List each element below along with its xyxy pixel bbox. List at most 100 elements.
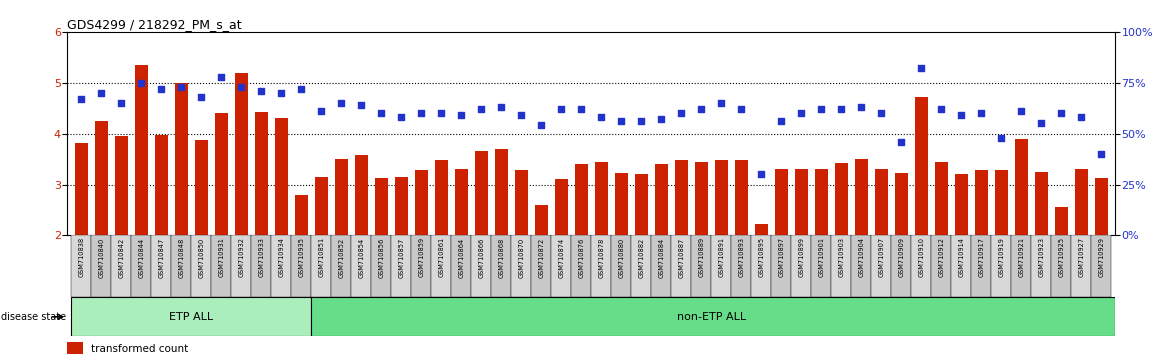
Bar <box>794 169 807 235</box>
Bar <box>191 235 211 297</box>
Bar <box>494 149 507 235</box>
Bar <box>375 178 388 235</box>
Bar <box>711 235 731 297</box>
Text: GSM710895: GSM710895 <box>758 237 764 278</box>
Bar <box>91 235 111 297</box>
Bar <box>591 235 611 297</box>
Bar <box>615 173 628 235</box>
Text: GSM710901: GSM710901 <box>819 237 824 277</box>
Bar <box>651 235 672 297</box>
Bar <box>152 235 171 297</box>
Point <box>992 135 1011 141</box>
Point <box>312 108 330 114</box>
Text: GSM710897: GSM710897 <box>778 237 784 278</box>
Bar <box>471 235 491 297</box>
Text: GSM710848: GSM710848 <box>178 237 184 278</box>
Bar <box>71 297 312 336</box>
Text: GSM710882: GSM710882 <box>638 237 644 278</box>
Text: non-ETP ALL: non-ETP ALL <box>676 312 746 322</box>
Text: GSM710907: GSM710907 <box>878 237 885 278</box>
Point <box>772 119 791 124</box>
Bar <box>551 235 571 297</box>
Bar <box>731 235 752 297</box>
Text: GSM710934: GSM710934 <box>278 237 284 277</box>
Point <box>691 106 710 112</box>
Point <box>432 110 450 116</box>
Bar <box>1031 235 1051 297</box>
Point <box>72 96 90 102</box>
Text: GSM710933: GSM710933 <box>258 237 264 277</box>
Point <box>91 90 110 96</box>
Bar <box>95 121 108 235</box>
Text: GSM710910: GSM710910 <box>918 237 924 277</box>
Point <box>171 84 190 90</box>
Text: GDS4299 / 218292_PM_s_at: GDS4299 / 218292_PM_s_at <box>67 18 242 31</box>
Bar <box>1091 235 1112 297</box>
Bar <box>935 162 947 235</box>
Point <box>452 113 470 118</box>
Point <box>952 113 970 118</box>
Point <box>1092 151 1111 157</box>
Point <box>1012 108 1031 114</box>
Point <box>272 90 291 96</box>
Bar <box>911 235 931 297</box>
Point <box>192 94 211 100</box>
Bar <box>351 235 372 297</box>
Text: GSM710872: GSM710872 <box>538 237 544 278</box>
Bar <box>514 170 528 235</box>
Bar <box>155 135 168 235</box>
Bar <box>452 235 471 297</box>
Bar <box>571 235 591 297</box>
Bar <box>434 160 448 235</box>
Point <box>472 106 491 112</box>
Bar <box>631 235 651 297</box>
Point <box>212 74 230 80</box>
Bar <box>455 169 468 235</box>
Point <box>252 88 271 94</box>
Text: GSM710866: GSM710866 <box>478 237 484 278</box>
Bar <box>1055 207 1068 235</box>
Bar <box>755 224 768 235</box>
Point <box>831 106 850 112</box>
Point <box>632 119 651 124</box>
Bar <box>431 235 452 297</box>
Point <box>572 106 591 112</box>
Text: GSM710840: GSM710840 <box>98 237 104 278</box>
Bar <box>954 175 968 235</box>
Bar <box>1014 139 1027 235</box>
Bar <box>74 143 88 235</box>
Point <box>652 116 670 122</box>
Point <box>372 110 390 116</box>
Bar <box>995 170 1007 235</box>
Bar <box>555 179 567 235</box>
Bar <box>134 65 148 235</box>
Bar <box>595 162 608 235</box>
Bar <box>131 235 152 297</box>
Text: GSM710850: GSM710850 <box>198 237 204 278</box>
Text: GSM710887: GSM710887 <box>679 237 684 278</box>
Point <box>132 80 151 86</box>
Bar <box>1034 172 1048 235</box>
Text: GSM710927: GSM710927 <box>1078 237 1084 278</box>
Bar <box>511 235 532 297</box>
Point <box>112 100 131 106</box>
Text: GSM710880: GSM710880 <box>618 237 624 278</box>
Bar <box>975 170 988 235</box>
Text: GSM710876: GSM710876 <box>578 237 584 278</box>
Point <box>532 123 550 129</box>
Point <box>672 110 690 116</box>
Point <box>492 104 511 110</box>
Point <box>352 102 371 108</box>
Bar <box>312 297 1115 336</box>
Bar <box>1094 178 1108 235</box>
Bar <box>635 175 647 235</box>
Text: transformed count: transformed count <box>91 344 189 354</box>
Bar <box>211 235 232 297</box>
Text: GSM710859: GSM710859 <box>418 237 424 278</box>
Bar <box>171 235 191 297</box>
Point <box>611 119 630 124</box>
Bar <box>691 235 711 297</box>
Bar <box>835 163 848 235</box>
Text: GSM710935: GSM710935 <box>298 237 305 277</box>
Text: GSM710844: GSM710844 <box>138 237 144 278</box>
